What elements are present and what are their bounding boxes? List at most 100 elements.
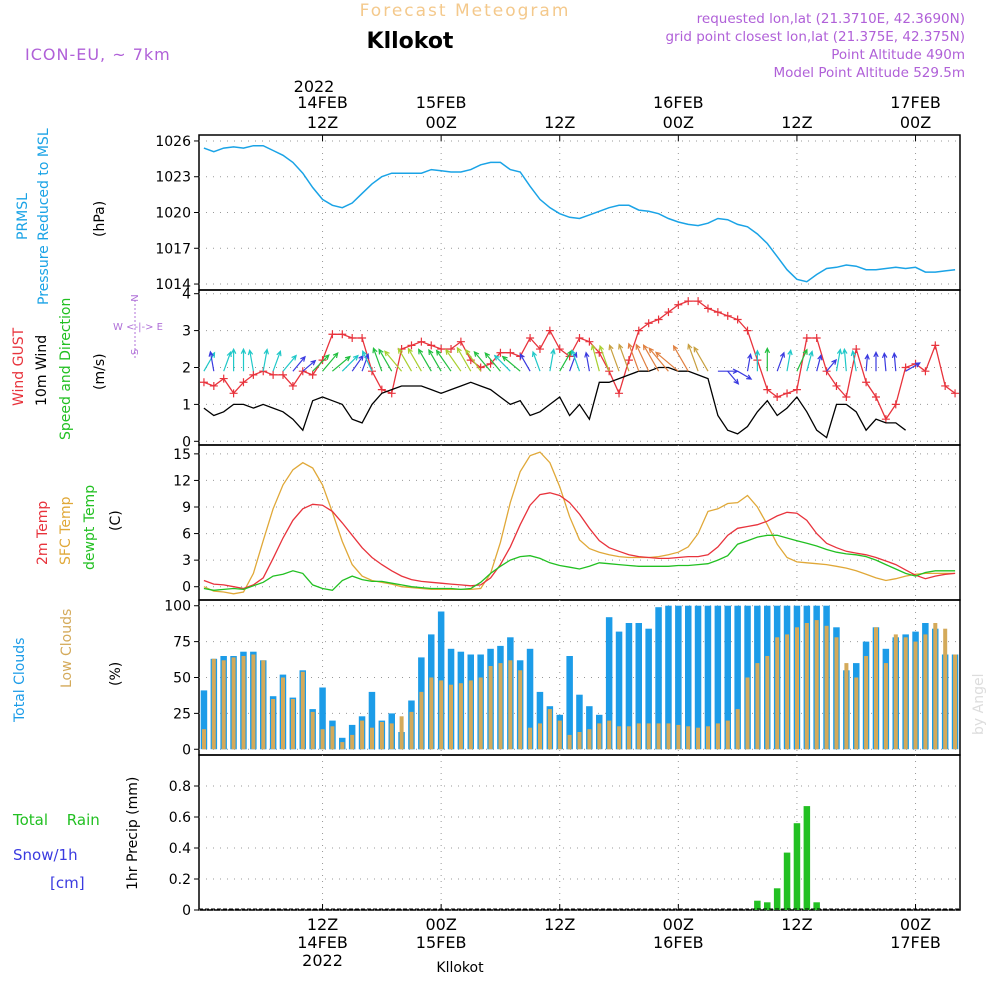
wind-arrow (397, 347, 413, 372)
low-clouds-bar (883, 663, 888, 750)
wind-arrow (302, 359, 317, 372)
low-clouds-bar (300, 671, 305, 750)
low-clouds-bar (241, 656, 246, 750)
total-clouds-bar (714, 605, 722, 750)
temp2m-line (203, 492, 956, 590)
gust-marker (269, 370, 278, 379)
y-tick-label: 1017 (155, 241, 191, 257)
wind-arrow (881, 351, 888, 372)
total-clouds-bar (200, 690, 208, 750)
low-clouds-label: Low Clouds (59, 609, 75, 688)
wind-arrow (905, 362, 922, 372)
wind10m-label: 10m Wind (34, 335, 50, 406)
wind-arrow (230, 347, 237, 372)
low-clouds-bar (271, 699, 276, 750)
gust-marker (506, 348, 515, 357)
gust-marker (615, 389, 624, 398)
wind-arrow (693, 346, 709, 372)
wind-arrow (247, 348, 254, 372)
total-clouds-bar (615, 631, 623, 750)
low-clouds-bar (567, 734, 572, 750)
low-clouds-bar (854, 677, 859, 750)
gust-marker (417, 337, 426, 346)
low-clouds-bar (518, 670, 523, 750)
gust-marker (733, 315, 742, 324)
gust-label: Wind GUST (11, 327, 27, 406)
wind-arrow (687, 343, 699, 372)
low-clouds-bar (864, 656, 869, 750)
bottom-year-label: 2022 (302, 951, 343, 970)
wind-arrow (262, 348, 269, 372)
low-clouds-bar (636, 723, 641, 750)
low-clouds-bar (389, 723, 394, 750)
dewpt-label: dewpt Temp (82, 485, 98, 570)
low-clouds-bar (330, 726, 335, 750)
low-clouds-bar (221, 660, 226, 750)
wind-arrow (608, 344, 620, 372)
low-clouds-bar (656, 723, 661, 750)
low-clouds-bar (943, 628, 948, 750)
gust-marker (338, 330, 347, 339)
gust-marker (555, 345, 564, 354)
gust-marker (447, 345, 456, 354)
y-tick-label: 9 (182, 500, 191, 516)
gust-marker (921, 367, 930, 376)
gust-marker (486, 359, 495, 368)
low-clouds-bar (557, 720, 562, 750)
total-clouds-bar (576, 694, 583, 750)
gust-marker (605, 367, 614, 376)
low-clouds-bar (893, 634, 898, 750)
gust-marker (871, 393, 880, 402)
y-tick-label: 0.8 (169, 779, 191, 795)
gust-marker (783, 389, 792, 398)
low-clouds-bar (429, 677, 434, 750)
forecast-title: Forecast Meteogram (360, 1, 571, 21)
total-clouds-bar (368, 691, 376, 750)
wind-arrow (864, 353, 870, 372)
total-clouds-bar (665, 605, 672, 750)
total-clouds-bar (566, 656, 573, 750)
low-clouds-bar (597, 723, 602, 750)
bottom-hour-label: 12Z (544, 915, 575, 934)
gust-marker (644, 319, 653, 328)
sfc-temp-label: SFC Temp (58, 496, 74, 565)
low-clouds-bar (795, 627, 799, 750)
low-clouds-bar (706, 726, 710, 750)
bottom-hour-label: 12Z (781, 915, 812, 934)
wind-arrow (428, 348, 442, 372)
gust-marker (496, 348, 505, 357)
low-clouds-bar (874, 627, 878, 750)
low-clouds-bar (913, 641, 918, 750)
total-clouds-bar (744, 605, 751, 750)
wind-arrow (648, 347, 669, 372)
gust-marker (348, 333, 357, 342)
low-clouds-bar (676, 724, 681, 750)
low-clouds-bar (478, 677, 483, 750)
low-clouds-bar (498, 663, 503, 750)
snow-label: Snow/1h (13, 846, 78, 864)
low-clouds-bar (360, 720, 365, 750)
low-clouds-bar (350, 734, 355, 750)
gust-marker (407, 341, 416, 350)
bottom-hour-label: 00Z (900, 915, 931, 934)
total-clouds-bar (675, 605, 682, 750)
model-label: ICON-EU, ~ 7km (25, 45, 171, 64)
bottom-hour-label: 00Z (663, 915, 694, 934)
gust-marker (941, 381, 950, 390)
compass-n: N (130, 294, 141, 301)
low-clouds-bar (903, 637, 908, 750)
wind-arrow (240, 347, 247, 372)
total-clouds-bar (685, 605, 692, 750)
bottom-hour-label: 12Z (307, 915, 338, 934)
y-tick-label: 1026 (155, 134, 191, 150)
total-clouds-bar (635, 623, 642, 750)
footer-location: Kllokot (436, 960, 484, 976)
prmsl-label: PRMSL (15, 193, 31, 240)
wind-arrow (384, 350, 403, 372)
top-hour-label: 12Z (307, 113, 338, 132)
wind-arrow (372, 347, 383, 372)
y-tick-label: 1014 (155, 277, 191, 293)
low-clouds-bar (755, 663, 760, 750)
gust-marker (684, 297, 693, 306)
y-tick-label: 0 (182, 580, 191, 596)
